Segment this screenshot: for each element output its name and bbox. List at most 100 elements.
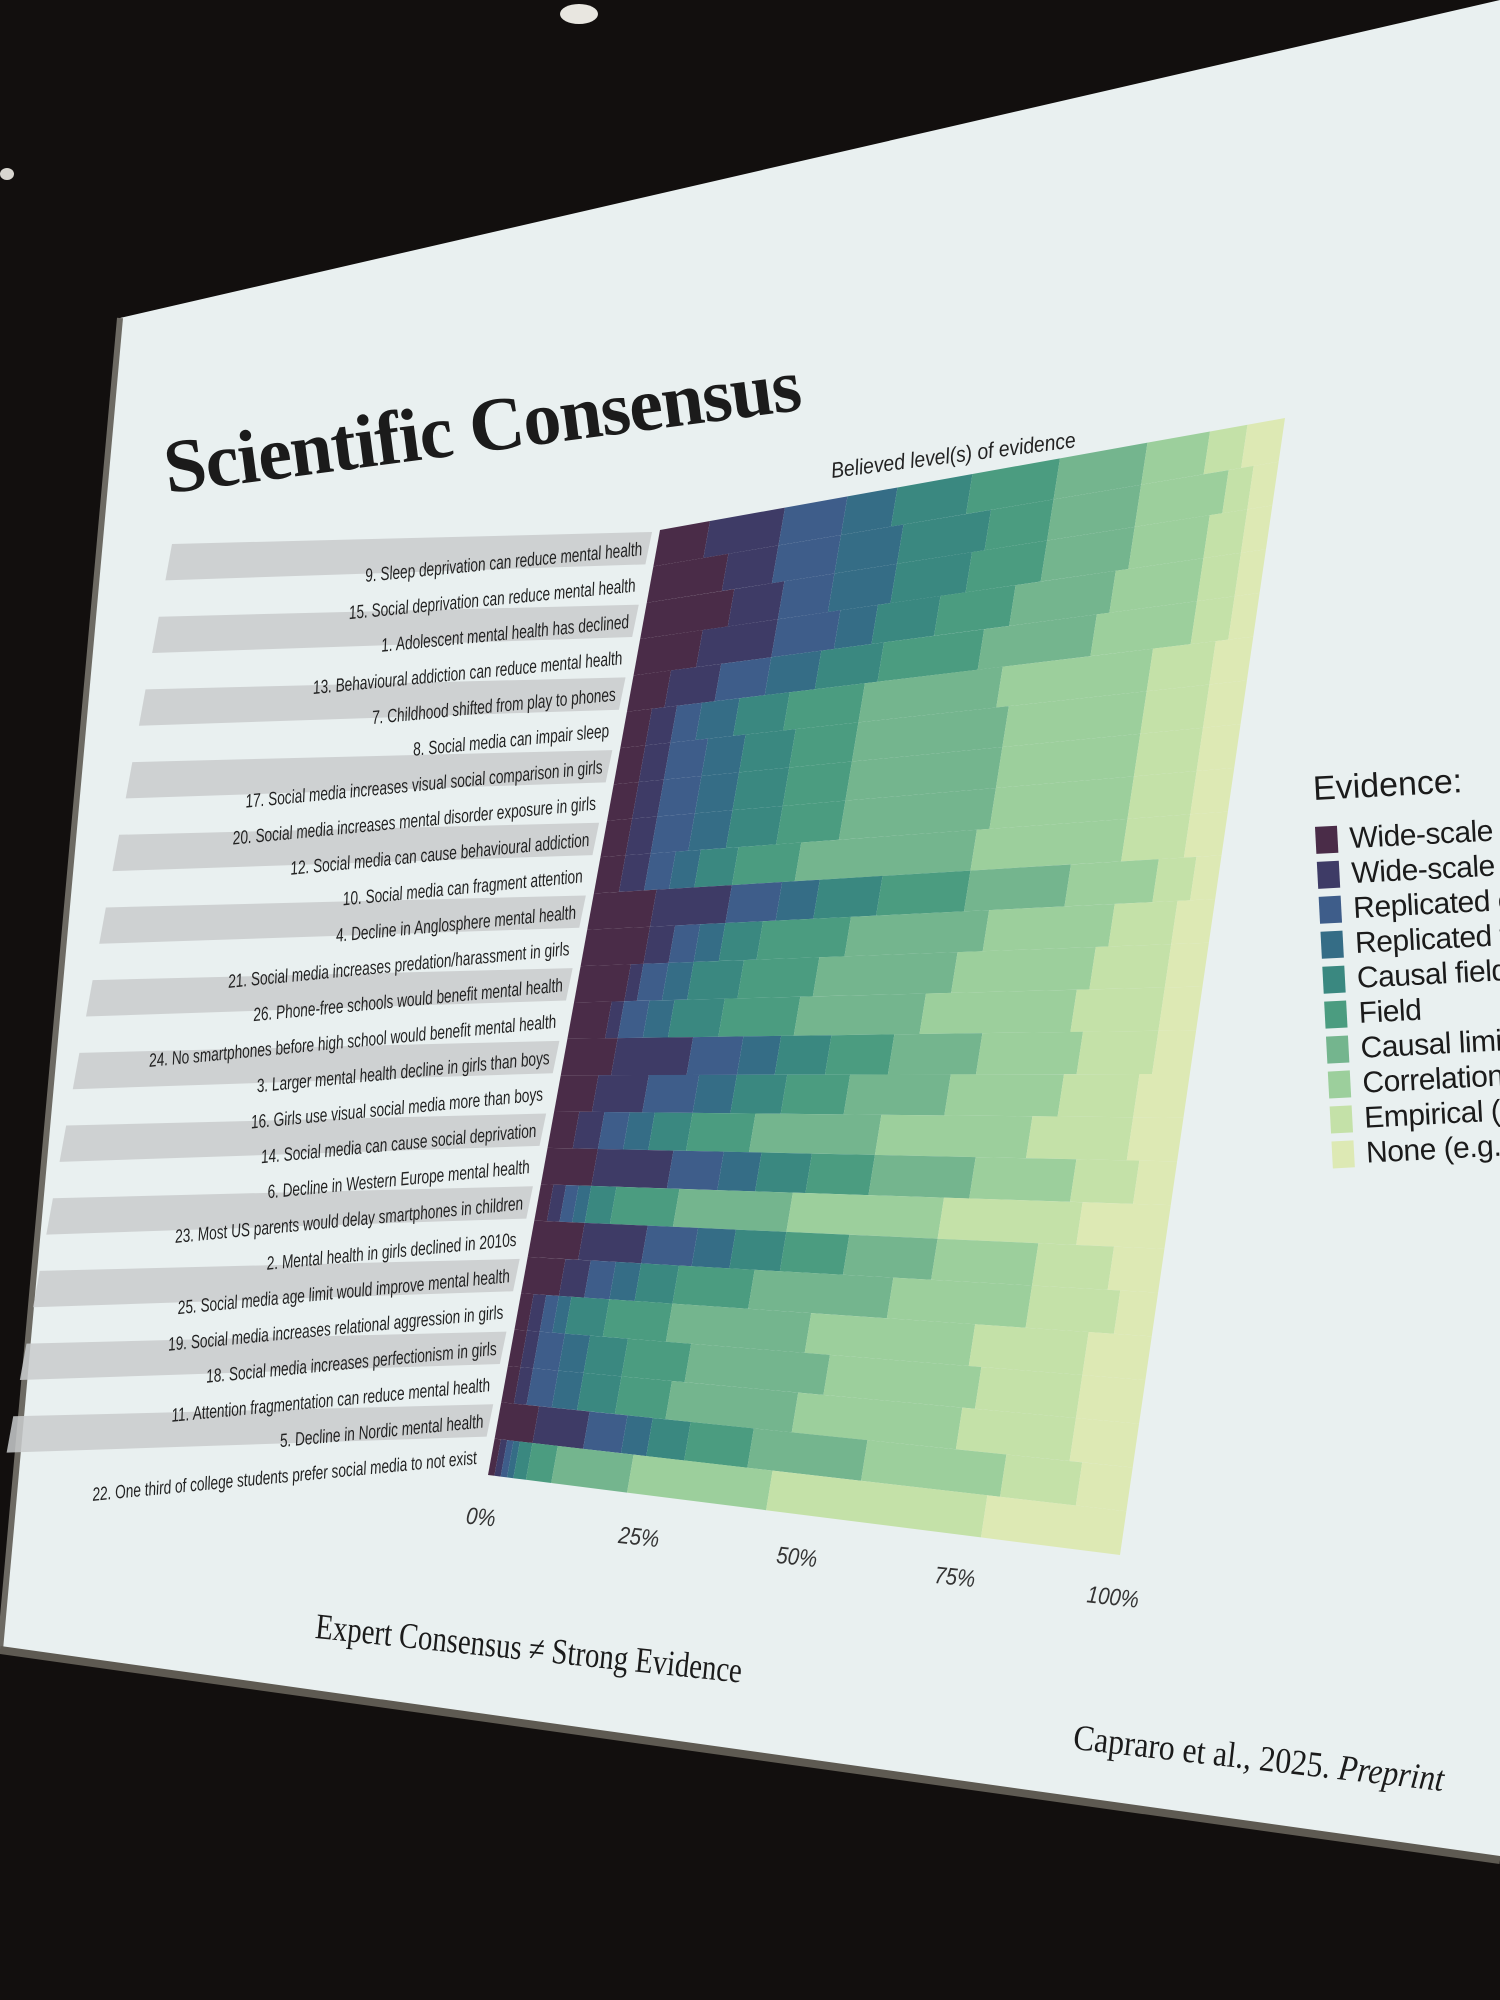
bar-segment [587,889,657,930]
bar-segment [824,1034,895,1075]
bar-segment [886,1277,1032,1328]
legend-swatch [1324,1000,1348,1029]
bar-segment [786,1192,945,1239]
bar-segment [718,921,764,962]
bar-segment [696,619,778,668]
bar-segment [748,1269,894,1319]
bar-segment [732,767,790,811]
bar-segment [721,545,779,592]
bar-segment [1000,1454,1083,1506]
bar-segment [621,1338,692,1383]
bar-segment [577,1372,622,1415]
bar-segment [686,1112,756,1153]
bar-segment [661,961,694,1001]
bar-segment [521,1256,566,1296]
bar-segment [1134,470,1229,527]
bar-segment [558,1333,591,1373]
bar-segment [665,1303,812,1353]
bar-segment [507,1329,528,1368]
bar-segment [1171,899,1216,945]
bar-segment [919,989,1077,1035]
bar-segment [980,1495,1127,1555]
bar-segment [1057,1074,1140,1118]
bar-segment [1128,515,1210,569]
bar-segment [729,1229,787,1272]
bar-segment [684,1343,830,1395]
bar-segment [1247,461,1279,510]
bar-segment [775,879,820,921]
x-tick-label: 25% [616,1521,660,1552]
bar-segment [558,1259,591,1298]
bar-segment [691,1227,736,1269]
bar-segment [694,772,740,814]
bar-segment [725,882,783,924]
bar-segment [739,729,796,773]
bar-segment [989,776,1134,829]
bar-segment [669,849,701,889]
bar-segment [844,910,990,957]
bar-segment [725,805,783,849]
bar-segment [778,496,848,546]
bar-segment [703,507,785,558]
bar-segment [1196,724,1241,772]
category-band [112,822,600,872]
bar-segment [1126,1117,1184,1162]
bar-segment [813,875,883,919]
bar-segment [513,1367,534,1405]
x-tick-label: 100% [1085,1581,1140,1613]
bar-segment [975,1031,1083,1075]
bar-segment [574,964,631,1003]
bar-segment [623,1112,655,1151]
legend-label: Field [1357,993,1423,1030]
bar-segment [580,926,651,967]
bar-segment [620,1415,653,1457]
bar-segment [793,993,926,1036]
bar-segment [668,924,701,963]
bar-segment [650,813,695,854]
legend-swatch [1322,965,1346,994]
legend-swatch [1329,1105,1354,1134]
bar-segment [670,702,703,743]
bar-segment [789,722,859,768]
bar-segment [756,916,851,960]
bar-segment [634,1263,679,1304]
bar-segment [663,738,709,780]
bar-segment [964,864,1071,912]
bar-segment [1190,596,1235,645]
bar-segment [611,1037,694,1076]
bar-segment [646,1417,691,1461]
bar-segment [1202,680,1247,728]
bar-segment [874,1114,1033,1159]
bar-segment [851,706,1009,762]
bar-segment [1069,1159,1140,1204]
bar-segment [641,1225,699,1267]
bar-segment [525,1443,558,1483]
bar-segment [560,1038,618,1076]
bar-segment [749,1113,882,1155]
bar-segment [1190,855,1222,901]
bar-segment [627,1454,773,1511]
bar-segment [540,1147,598,1186]
bar-segment [812,952,958,997]
bar-segment [896,509,992,564]
bar-segment [1158,986,1203,1031]
bar-segment [733,692,790,736]
bar-segment [688,810,733,851]
bar-segment [804,1313,976,1366]
bar-segment [701,734,746,776]
bar-segment [996,648,1154,708]
ceiling-light [0,168,14,180]
bar-segment [672,1265,755,1309]
bar-segment [1108,900,1178,947]
bar-segment [692,1074,737,1114]
bar-segment [693,923,726,962]
bar-segment [591,1075,649,1113]
bar-segment [1146,641,1216,692]
bar-segment [609,1186,680,1227]
legend-swatch [1316,860,1341,889]
bar-segment [1047,484,1142,541]
bar-segment [667,998,725,1038]
bar-segment [1053,442,1148,500]
bar-segment [506,1440,520,1479]
bar-segment [643,925,676,964]
